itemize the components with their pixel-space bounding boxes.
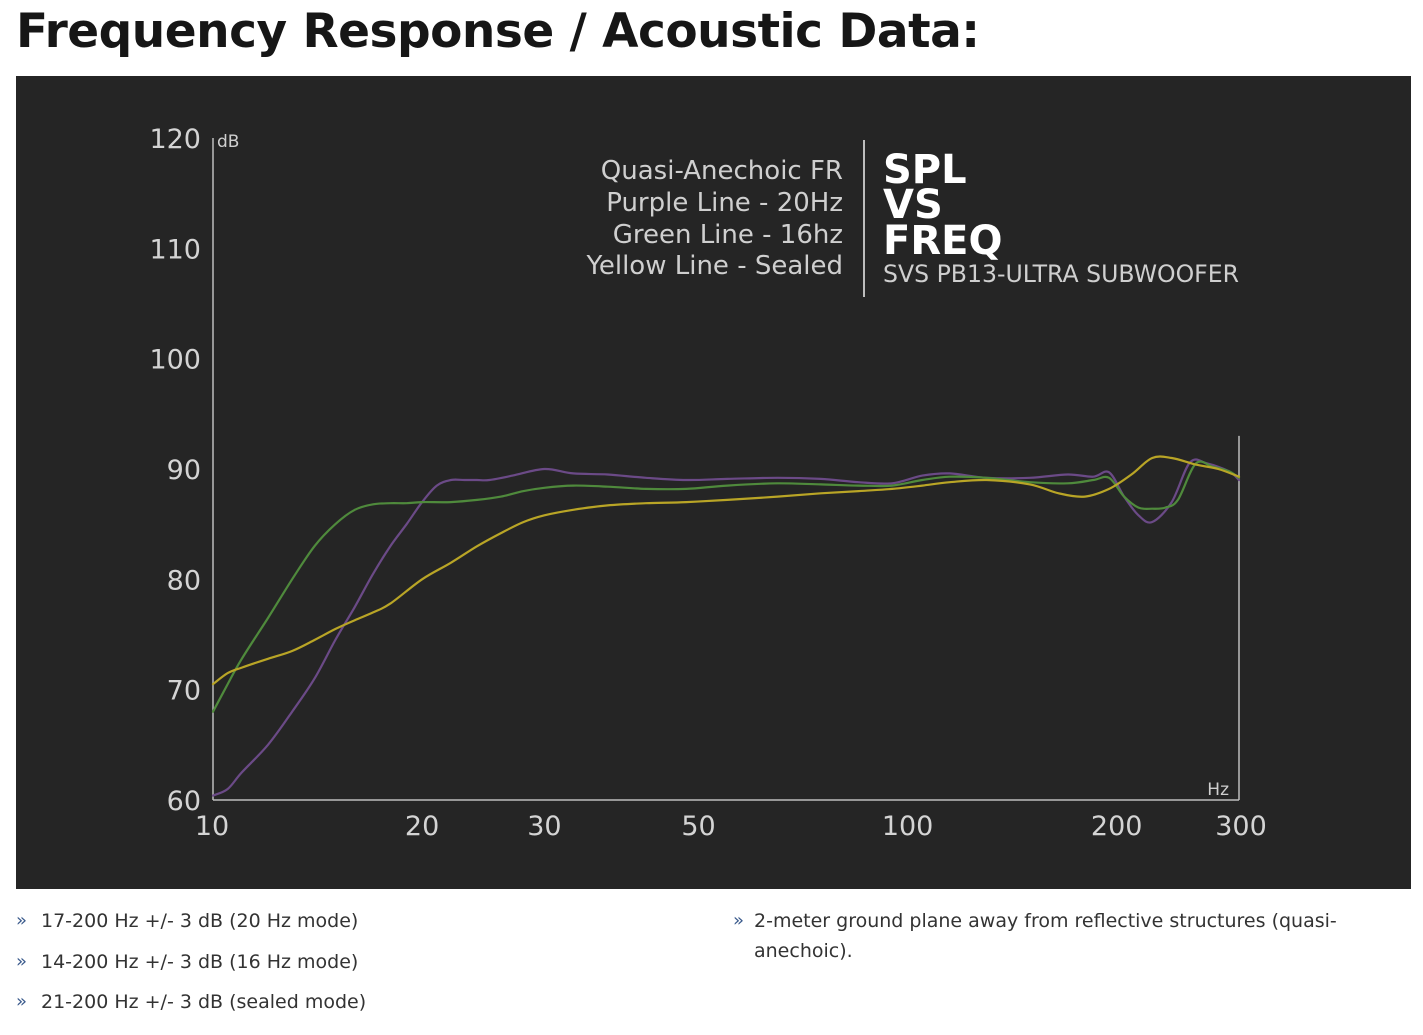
chart-subtitle: SVS PB13-ULTRA SUBWOOFER [883,260,1239,288]
series-line-green [211,460,1241,713]
y-tick-label: 60 [167,786,201,817]
x-unit-label: Hz [1207,780,1229,800]
y-tick-label: 100 [149,345,201,376]
legend-item-purple: Purple Line - 20Hz [606,188,843,218]
y-tick-label: 90 [167,455,201,486]
frequency-response-chart: 60 70 80 90 100 110 120 10 20 30 50 100 200 300 dB Hz… [16,76,1411,889]
chart-series [211,455,1241,797]
page-title: Frequency Response / Acoustic Data: [16,4,980,59]
y-tick-label: 110 [149,234,201,265]
spec-list-left: » 17-200 Hz +/- 3 dB (20 Hz mode) » 14-2… [16,906,656,1028]
series-line-purple [211,458,1241,797]
x-tick-label: 10 [195,811,229,842]
chart-title-line-3: FREQ [883,218,1002,264]
chart-title-line-1: SPL [883,147,967,193]
spec-item: » 14-200 Hz +/- 3 dB (16 Hz mode) [16,947,656,977]
double-chevron-right-icon: » [16,991,28,1012]
spec-item: » 21-200 Hz +/- 3 dB (sealed mode) [16,987,656,1017]
legend-item-yellow: Yellow Line - Sealed [585,251,843,281]
chart-title-line-2: VS [883,182,943,228]
spec-list-right: » 2-meter ground plane away from reflect… [733,906,1393,977]
series-line-yellow [211,455,1241,686]
double-chevron-right-icon: » [16,910,28,931]
chart-axes [212,138,1240,801]
spec-text: 17-200 Hz +/- 3 dB (20 Hz mode) [41,910,359,932]
x-tick-label: 30 [527,811,561,842]
spec-text: 14-200 Hz +/- 3 dB (16 Hz mode) [41,950,359,973]
y-tick-label: 70 [167,676,201,707]
y-tick-label: 80 [167,565,201,596]
legend-title: Quasi-Anechoic FR [601,156,843,186]
x-tick-label: 50 [681,811,715,842]
spec-item: » 2-meter ground plane away from reflect… [733,906,1393,966]
x-tick-label: 20 [405,811,439,842]
x-tick-label: 100 [882,811,934,842]
spec-text: 21-200 Hz +/- 3 dB (sealed mode) [41,991,367,1013]
legend-item-green: Green Line - 16hz [613,220,843,250]
y-unit-label: dB [217,132,239,152]
double-chevron-right-icon: » [733,910,745,931]
chart-svg: 60 70 80 90 100 110 120 10 20 30 50 100 200 300 dB Hz… [149,124,1266,842]
chart-tick-labels: 60 70 80 90 100 110 120 10 20 30 50 100 200 300 [149,124,1266,842]
double-chevron-right-icon: » [16,950,28,972]
x-tick-label: 300 [1215,811,1267,842]
x-tick-label: 200 [1091,811,1143,842]
spec-text: 2-meter ground plane away from reflectiv… [754,910,1337,962]
spec-item: » 17-200 Hz +/- 3 dB (20 Hz mode) [16,906,656,936]
y-tick-label: 120 [149,124,201,155]
